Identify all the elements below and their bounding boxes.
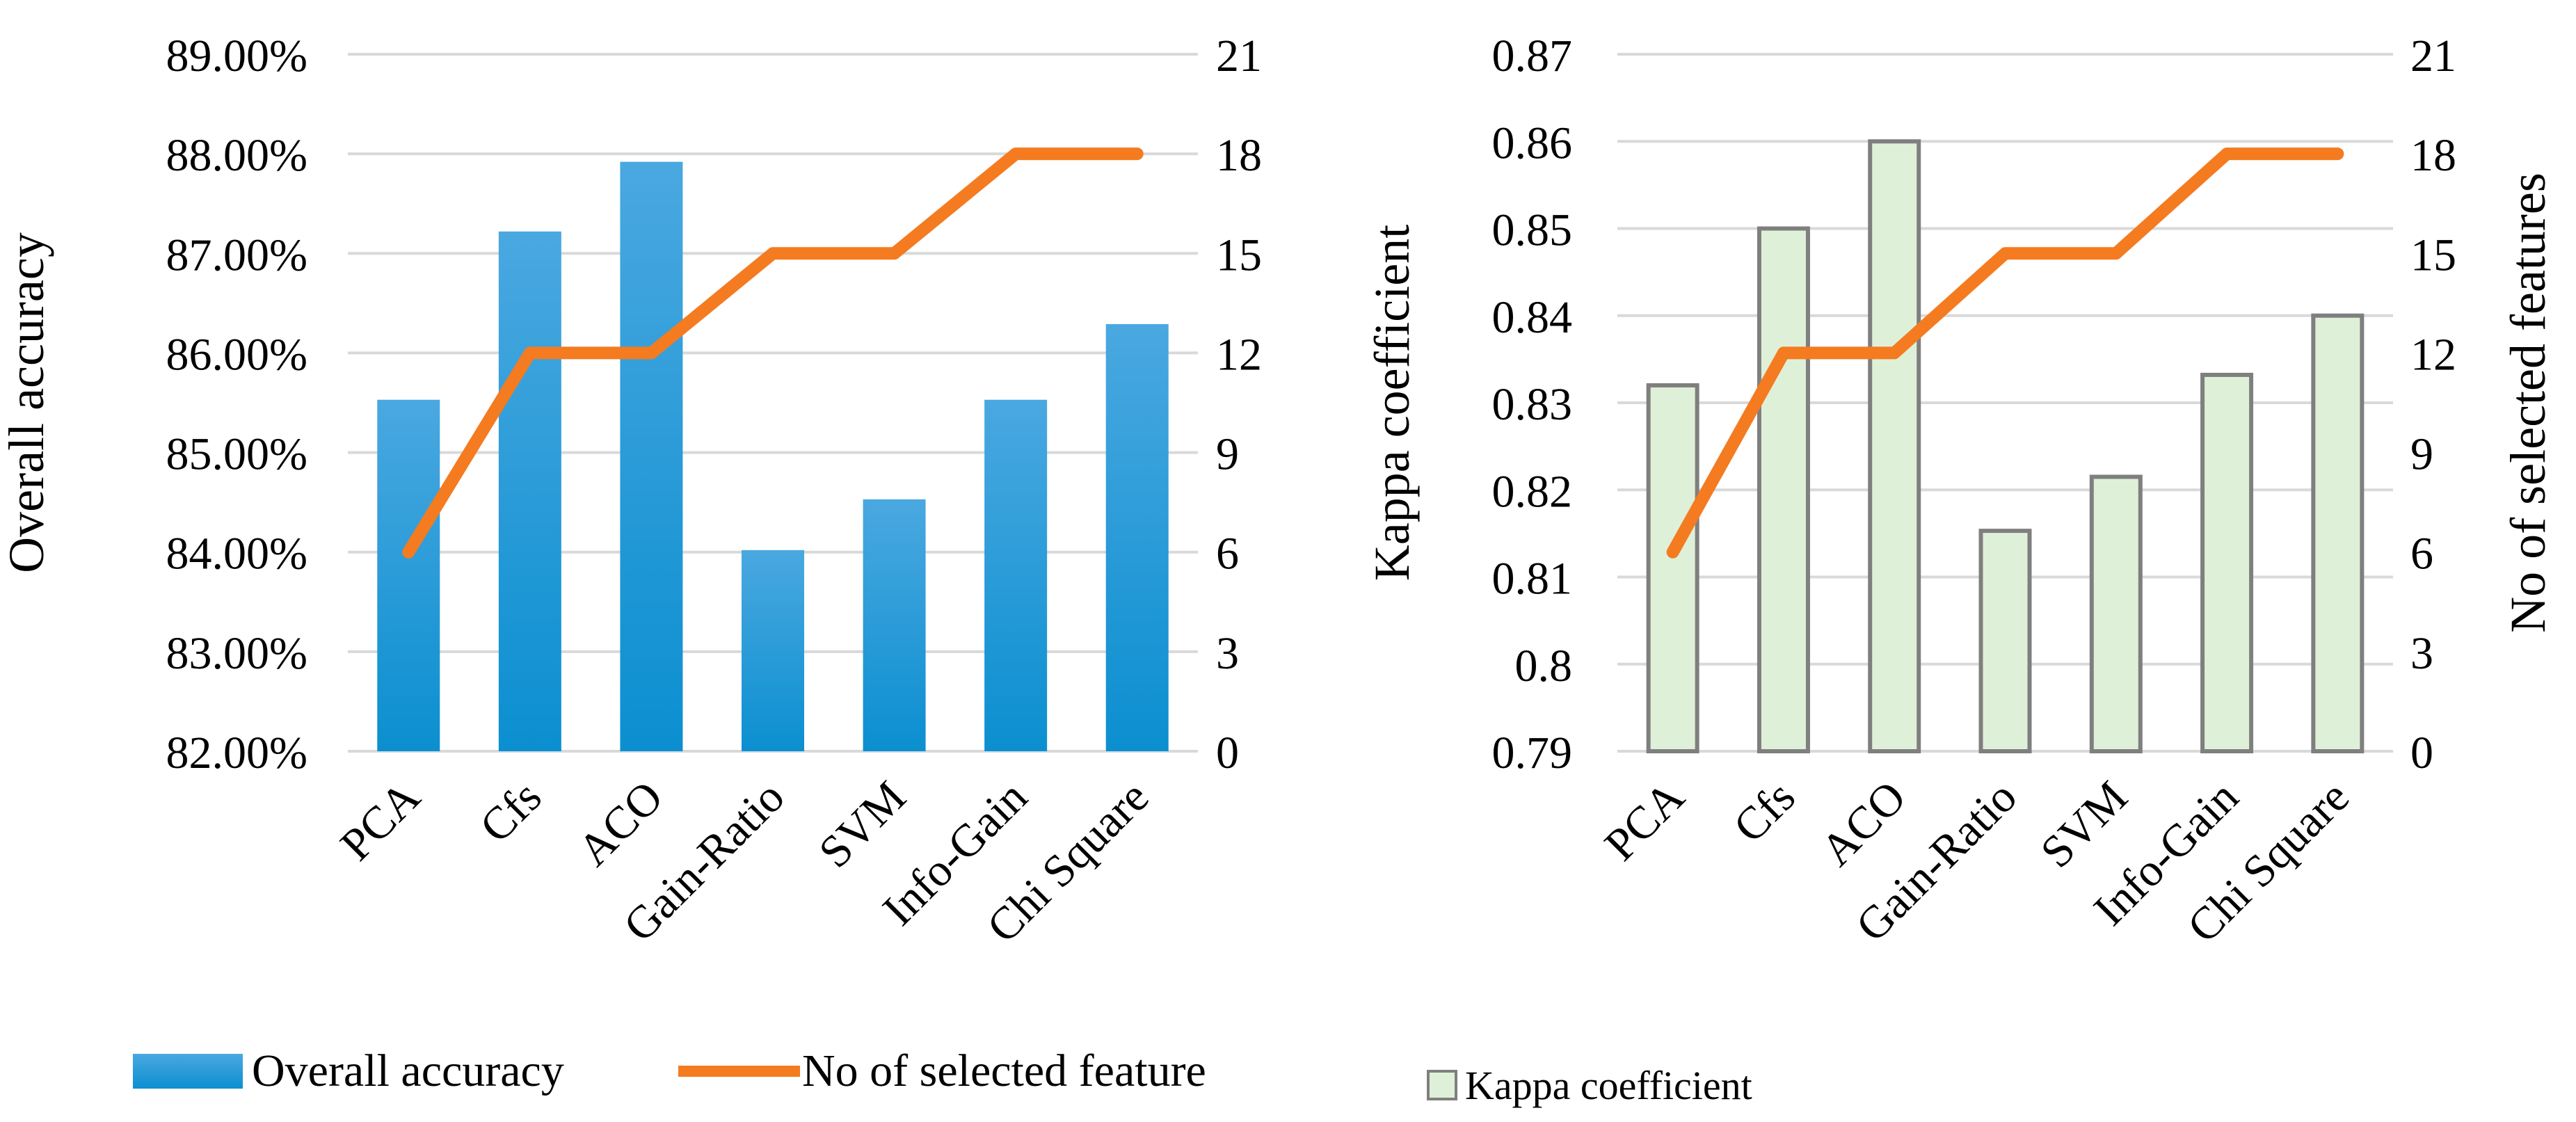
y-right-axis-title: No of selected features (2500, 173, 2556, 633)
legend-label-kappa-coefficient: Kappa coefficient (1465, 1063, 1752, 1108)
bar (377, 399, 440, 751)
bar (863, 499, 926, 751)
legend-swatch-overall-accuracy (133, 1054, 243, 1089)
y-right-tick-label: 18 (1216, 130, 1262, 181)
y-right-tick-label: 9 (1216, 429, 1239, 480)
legend-label-selected-features: No of selected feature (802, 1045, 1206, 1096)
y-right-tick-label: 3 (1216, 628, 1239, 679)
bar (498, 231, 561, 751)
y-right-tick-label: 6 (2410, 529, 2433, 579)
y-tick-label: 84.00% (166, 529, 307, 579)
x-tick-label: PCA (330, 771, 430, 871)
x-tick-label: Cfs (470, 771, 551, 852)
y-tick-label: 87.00% (166, 230, 307, 280)
y-right-tick-label: 12 (1216, 329, 1262, 380)
x-tick-label: PCA (1595, 771, 1695, 871)
y-right-tick-label: 15 (2410, 230, 2456, 280)
y-right-tick-label: 3 (2410, 628, 2433, 679)
y-tick-label: 0.86 (1492, 118, 1573, 168)
bar (1105, 323, 1169, 752)
y-tick-label: 0.82 (1492, 466, 1573, 517)
y-right-tick-label: 6 (1216, 529, 1239, 579)
bar (2311, 313, 2365, 753)
y-right-tick-label: 21 (2410, 31, 2456, 81)
bar (1868, 139, 1921, 753)
y-tick-label: 85.00% (166, 429, 307, 480)
bar (2089, 474, 2143, 754)
bar (984, 399, 1048, 751)
y-tick-label: 82.00% (166, 728, 307, 778)
y-tick-label: 0.84 (1492, 292, 1573, 343)
y-right-tick-label: 18 (2410, 130, 2456, 181)
y-tick-label: 88.00% (166, 130, 307, 181)
y-tick-label: 0.87 (1492, 31, 1573, 81)
y-tick-label: 86.00% (166, 329, 307, 380)
y-axis-title: Overall accuracy (0, 232, 54, 573)
y-tick-label: 0.85 (1492, 205, 1573, 256)
legend-swatch-kappa-coefficient (1427, 1070, 1457, 1100)
x-tick-label: ACO (1811, 771, 1916, 876)
legend-label-overall-accuracy: Overall accuracy (252, 1045, 564, 1096)
y-right-tick-label: 21 (1216, 31, 1262, 81)
y-right-tick-label: 15 (1216, 230, 1262, 280)
x-tick-label: Cfs (1724, 771, 1805, 852)
bar (1757, 226, 1810, 753)
bar (2200, 372, 2254, 753)
y-right-tick-label: 12 (2410, 329, 2456, 380)
y-tick-label: 0.8 (1515, 641, 1573, 691)
bar (1978, 529, 2032, 753)
bar (1646, 383, 1699, 753)
overall-accuracy-chart: 82.00% 83.00% 84.00% 85.00% 86.00% 87.00% 88.0… (0, 31, 1262, 952)
y-right-tick-label: 0 (1216, 728, 1239, 778)
legend: Overall accuracy No of selected feature … (133, 1045, 1752, 1108)
y-tick-label: 0.83 (1492, 379, 1573, 430)
y-tick-label: 0.81 (1492, 554, 1573, 604)
x-tick-label: ACO (568, 771, 673, 876)
y-tick-label: 89.00% (166, 31, 307, 81)
bar (620, 161, 683, 751)
y-tick-label: 83.00% (166, 628, 307, 679)
y-axis-title: Kappa coefficient (1364, 225, 1420, 581)
y-right-tick-label: 9 (2410, 429, 2433, 480)
bar (742, 550, 804, 751)
y-tick-label: 0.79 (1492, 728, 1573, 778)
x-tick-label: SVM (809, 771, 915, 878)
kappa-coefficient-chart: 0.79 0.8 0.81 0.82 0.83 0.84 0.85 0.86 0.87 0 3 6 9 1… (1364, 31, 2556, 952)
y-right-tick-label: 0 (2410, 728, 2433, 778)
